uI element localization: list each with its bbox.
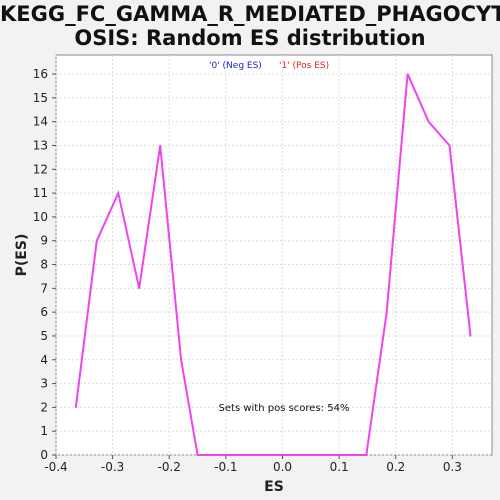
data-point xyxy=(75,406,77,409)
data-point xyxy=(159,144,161,147)
axes: -0.4 -0.3 -0.2 -0.1 0.0 0.1 0.2 0.3012345678910… xyxy=(33,67,462,474)
x-tick-label: 0.0 xyxy=(273,460,292,474)
y-tick-label: 11 xyxy=(33,186,48,200)
data-point xyxy=(406,73,409,75)
chart-title-line-2: OSIS: Random ES distribution xyxy=(74,26,426,50)
legend-entry: '1' (Pos ES) xyxy=(279,61,329,71)
data-point xyxy=(95,239,98,242)
data-point xyxy=(365,454,368,456)
y-tick-label: 15 xyxy=(33,91,48,105)
y-tick-label: 10 xyxy=(33,210,48,224)
data-point xyxy=(196,454,199,456)
y-tick-label: 4 xyxy=(40,353,48,367)
x-tick-label: -0.4 xyxy=(44,460,67,474)
annotation-text: Sets with pos scores: 54% xyxy=(219,403,350,414)
y-tick-label: 9 xyxy=(40,234,48,248)
data-point xyxy=(180,358,182,361)
data-point xyxy=(448,144,451,147)
y-tick-label: 2 xyxy=(40,400,48,414)
chart-title: KEGG_FC_GAMMA_R_MEDIATED_PHAGOCYT OSIS: … xyxy=(0,2,500,50)
x-tick-label: 0.3 xyxy=(443,460,462,474)
x-tick-label: -0.1 xyxy=(214,460,237,474)
y-tick-label: 0 xyxy=(40,448,48,462)
legend: '0' (Neg ES) '1' (Pos ES) xyxy=(209,61,329,71)
data-point xyxy=(385,311,388,313)
series-layer xyxy=(74,73,472,456)
x-tick-label: 0.2 xyxy=(386,460,405,474)
y-tick-label: 3 xyxy=(40,377,48,391)
data-point xyxy=(138,287,141,290)
x-tick-label: -0.3 xyxy=(101,460,124,474)
y-tick-label: 16 xyxy=(33,67,48,81)
y-tick-label: 8 xyxy=(40,258,48,272)
data-point xyxy=(469,335,472,337)
y-tick-label: 13 xyxy=(33,138,48,152)
x-axis-label: ES xyxy=(264,479,284,495)
legend-entry: '0' (Neg ES) xyxy=(209,61,262,71)
y-tick-label: 7 xyxy=(40,281,48,295)
y-tick-label: 1 xyxy=(40,424,48,438)
data-point xyxy=(117,192,120,194)
y-tick-label: 6 xyxy=(40,305,48,319)
y-tick-label: 5 xyxy=(40,329,48,343)
x-tick-label: -0.2 xyxy=(158,460,181,474)
y-tick-label: 12 xyxy=(33,162,48,176)
chart-title-line-1: KEGG_FC_GAMMA_R_MEDIATED_PHAGOCYT xyxy=(0,2,500,26)
y-tick-label: 14 xyxy=(33,115,48,129)
x-tick-label: 0.1 xyxy=(330,460,349,474)
data-point xyxy=(427,120,430,123)
y-axis-label: P(ES) xyxy=(14,234,30,277)
